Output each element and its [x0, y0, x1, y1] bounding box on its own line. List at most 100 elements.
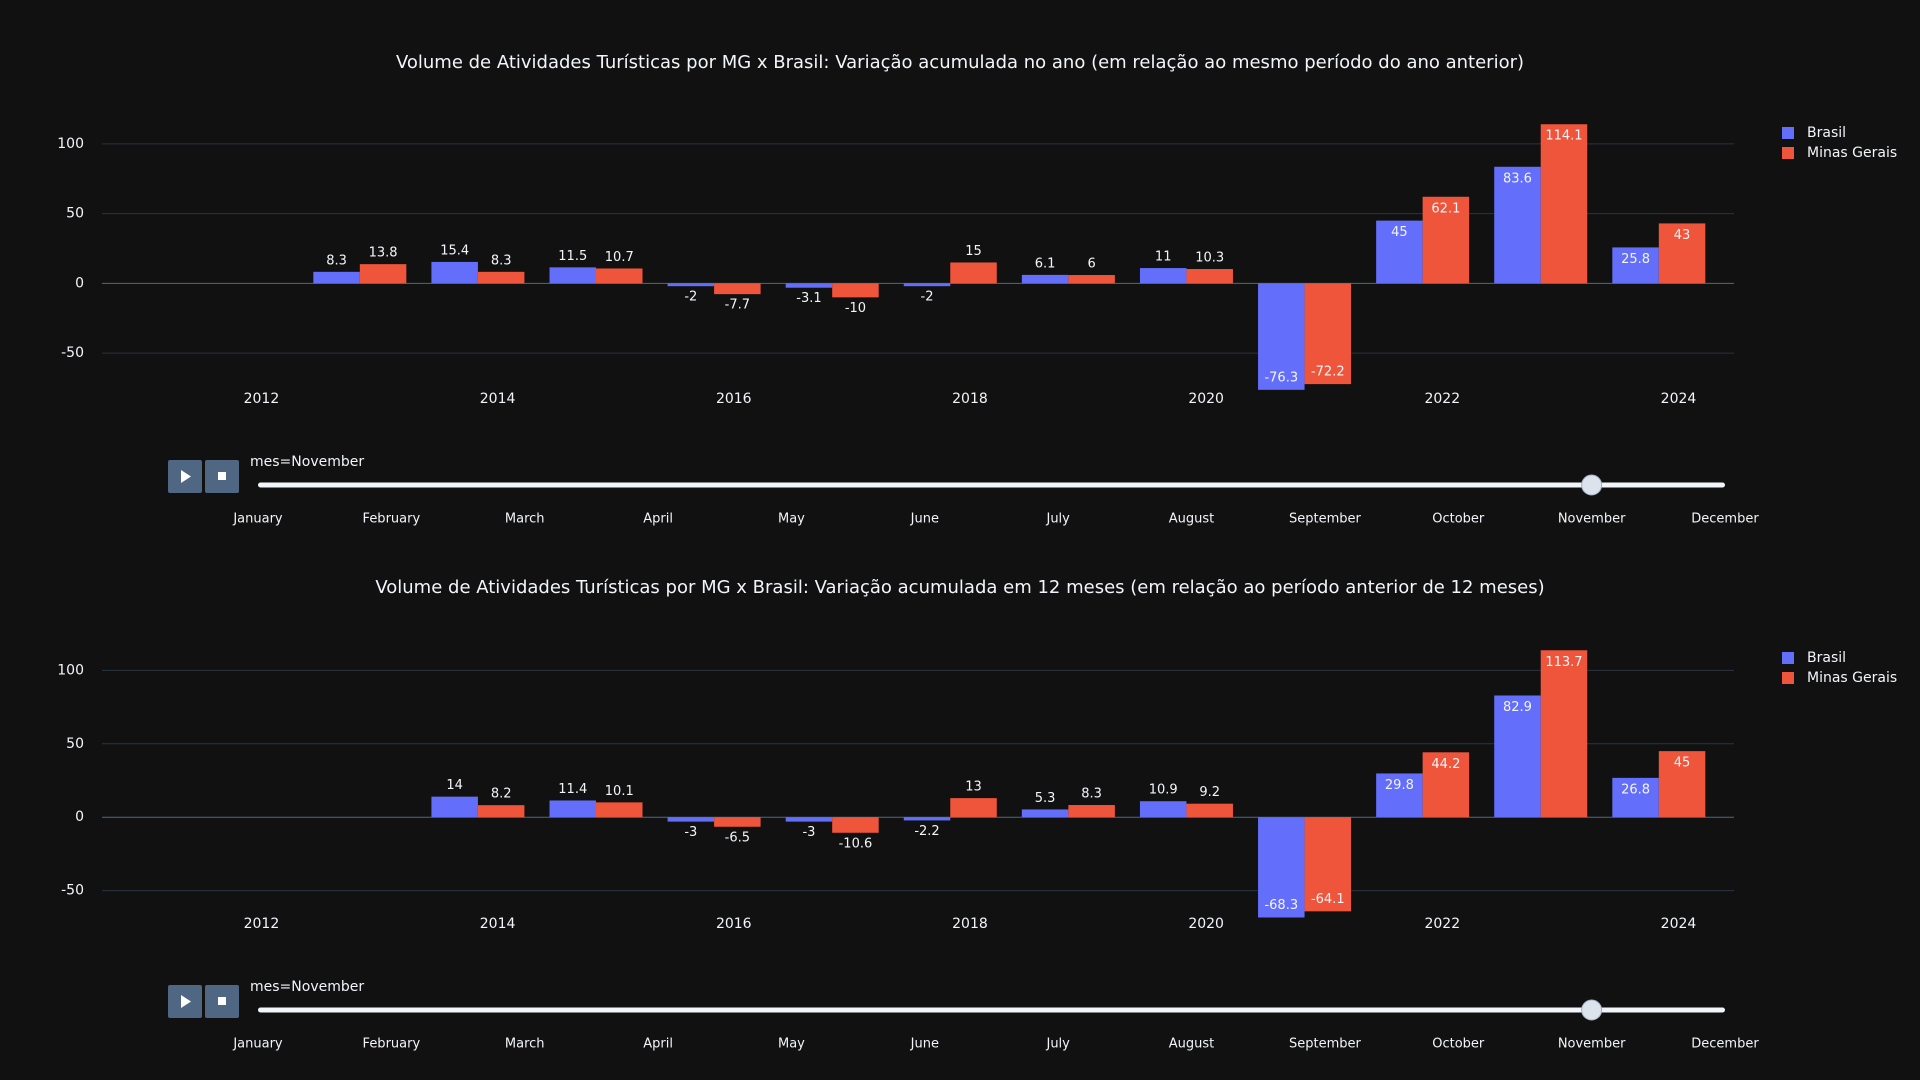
- y-tick-label: 100: [57, 662, 84, 678]
- slider-step-label: March: [505, 512, 545, 527]
- data-label: 45: [1674, 756, 1691, 771]
- slider-step-label: December: [1691, 1037, 1759, 1052]
- data-label: 14: [446, 778, 463, 793]
- data-label: 45: [1391, 225, 1408, 240]
- slider-step-label: November: [1558, 512, 1626, 527]
- x-tick-label: 2020: [1188, 391, 1224, 407]
- bar: [1422, 752, 1470, 818]
- bar: [903, 283, 951, 287]
- bar: [1494, 695, 1541, 818]
- bar: [950, 798, 997, 818]
- x-tick-label: 2018: [952, 916, 988, 932]
- y-tick-label: -50: [61, 883, 84, 899]
- bar: [1021, 274, 1069, 284]
- data-label: -76.3: [1264, 370, 1298, 385]
- bar: [1139, 801, 1187, 818]
- data-label: 8.3: [1081, 787, 1102, 802]
- data-label: 113.7: [1545, 655, 1582, 670]
- data-label: 13: [965, 780, 982, 795]
- y-tick-label: 100: [57, 136, 84, 152]
- bar: [832, 283, 879, 298]
- bar: [950, 262, 997, 284]
- data-label: -10.6: [839, 836, 873, 851]
- bar: [1139, 268, 1187, 284]
- bar: [1258, 283, 1305, 390]
- slider-label: mes=November: [250, 454, 364, 470]
- data-label: 44.2: [1431, 757, 1460, 772]
- bar: [903, 817, 951, 821]
- data-label: 5.3: [1035, 791, 1056, 806]
- data-label: -2: [684, 290, 697, 305]
- slider-step-label: July: [1045, 512, 1070, 527]
- play-icon: [181, 470, 191, 483]
- data-label: 15: [965, 244, 982, 259]
- bar: [1186, 269, 1233, 284]
- bar: [785, 817, 833, 822]
- slider-step-label: November: [1558, 1037, 1626, 1052]
- data-label: 83.6: [1503, 171, 1532, 186]
- slider-step-label: July: [1045, 1037, 1070, 1052]
- y-tick-label: 50: [66, 736, 84, 752]
- slider-step-label: September: [1289, 1037, 1362, 1052]
- slider-step-label: April: [643, 1037, 673, 1052]
- legend-label: Brasil: [1807, 125, 1846, 141]
- legend-swatch: [1782, 652, 1794, 664]
- data-label: 8.2: [491, 787, 512, 802]
- bar: [549, 267, 597, 284]
- x-tick-label: 2014: [480, 391, 516, 407]
- bar: [667, 817, 715, 822]
- data-label: 11.5: [558, 249, 587, 264]
- slider-step-label: September: [1289, 512, 1362, 527]
- data-label: 82.9: [1503, 700, 1532, 715]
- x-tick-label: 2024: [1661, 916, 1697, 932]
- bar: [1658, 223, 1706, 284]
- data-label: 15.4: [440, 243, 469, 258]
- slider-track[interactable]: [258, 1007, 1725, 1013]
- bar: [1068, 805, 1115, 818]
- y-tick-label: -50: [61, 345, 84, 361]
- slider-step-label: May: [778, 512, 805, 527]
- bar: [1376, 220, 1423, 284]
- y-tick-label: 50: [66, 206, 84, 222]
- bar: [785, 283, 833, 288]
- data-label: -6.5: [725, 830, 750, 845]
- bar: [359, 264, 407, 284]
- slider-track[interactable]: [258, 482, 1725, 488]
- bar: [1304, 283, 1352, 385]
- bar: [1658, 751, 1706, 818]
- data-label: 11: [1155, 250, 1172, 265]
- slider-step-label: February: [363, 512, 421, 527]
- slider-knob[interactable]: [1581, 999, 1603, 1021]
- bar: [1376, 773, 1423, 818]
- data-label: -7.7: [725, 298, 750, 313]
- bar: [477, 805, 525, 818]
- bar: [1258, 817, 1305, 918]
- data-label: 6.1: [1035, 256, 1056, 271]
- x-tick-label: 2022: [1424, 916, 1460, 932]
- data-label: 8.3: [491, 253, 512, 268]
- data-label: 13.8: [369, 246, 398, 261]
- slider-step-label: October: [1432, 512, 1485, 527]
- slider-label: mes=November: [250, 979, 364, 995]
- slider-knob[interactable]: [1581, 474, 1603, 496]
- slider-step-label: December: [1691, 512, 1759, 527]
- chart-title: Volume de Atividades Turísticas por MG x…: [375, 577, 1544, 598]
- data-label: 8.3: [326, 253, 347, 268]
- bar: [431, 796, 478, 818]
- slider-step-label: January: [232, 1037, 283, 1052]
- bar: [1540, 650, 1588, 818]
- legend-label: Minas Gerais: [1807, 145, 1897, 161]
- x-tick-label: 2016: [716, 916, 752, 932]
- bar: [1612, 247, 1659, 284]
- legend-swatch: [1782, 147, 1794, 159]
- x-tick-label: 2018: [952, 391, 988, 407]
- bar: [832, 817, 879, 833]
- legend-label: Brasil: [1807, 650, 1846, 666]
- y-tick-label: 0: [75, 275, 84, 291]
- x-tick-label: 2016: [716, 391, 752, 407]
- bar: [1304, 817, 1352, 912]
- x-tick-label: 2014: [480, 916, 516, 932]
- y-tick-label: 0: [75, 809, 84, 825]
- slider-step-label: August: [1169, 512, 1215, 527]
